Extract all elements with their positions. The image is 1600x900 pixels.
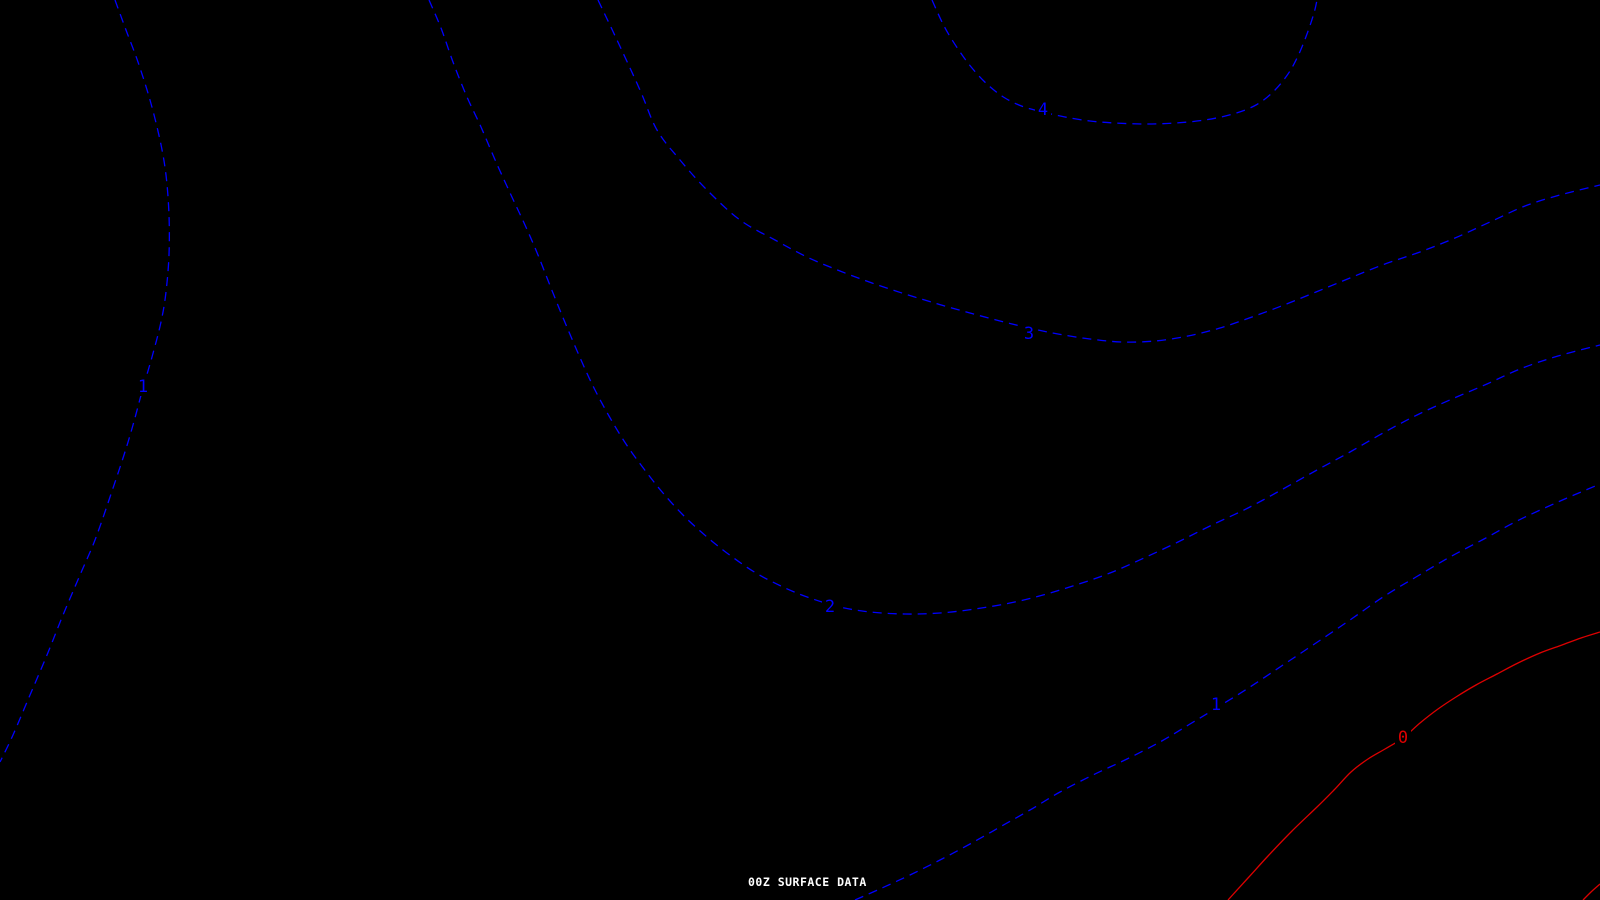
contour-label-gap — [1395, 727, 1411, 747]
contour-line-level-2-main — [428, 0, 1600, 615]
contour-label-gap — [1035, 99, 1051, 119]
contour-label-1: 1 — [138, 377, 148, 397]
contour-label-2: 2 — [825, 597, 835, 617]
contour-label-0: 0 — [1398, 728, 1408, 748]
contour-label-gap — [135, 376, 151, 396]
contour-line-level-3-main — [597, 0, 1600, 343]
contour-line-level-0-main — [1227, 631, 1600, 900]
contour-labels-layer: 1 2 3 4 1 0 — [135, 99, 1411, 748]
contour-label-3: 3 — [1024, 324, 1034, 344]
contour-label-1: 1 — [1211, 695, 1221, 715]
contour-line-level-1-right — [854, 483, 1600, 900]
contour-label-gap — [822, 596, 838, 616]
map-caption: 00Z SURFACE DATA — [748, 875, 867, 889]
contour-line-level-1-left — [0, 0, 171, 763]
contour-line-level-corner-arc-bottom-right-corner — [1582, 883, 1600, 900]
contour-label-gap — [1208, 694, 1224, 714]
contour-label-gap — [1021, 323, 1037, 343]
contour-line-level-4-main — [931, 0, 1318, 125]
contour-label-4: 4 — [1038, 100, 1048, 120]
